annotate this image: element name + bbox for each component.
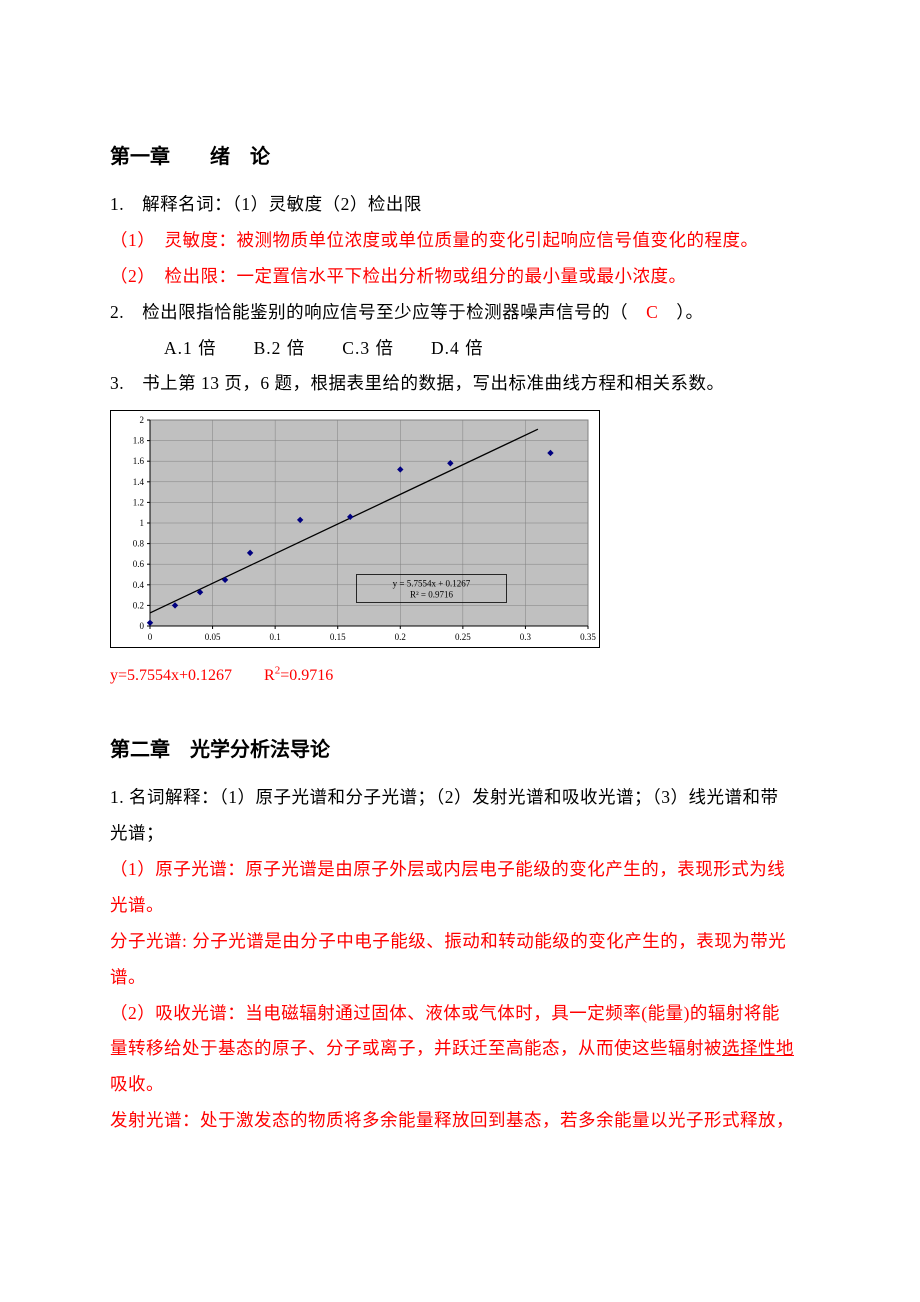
q3: 3. 书上第 13 页，6 题，根据表里给的数据，写出标准曲线方程和相关系数。 <box>110 366 810 402</box>
svg-text:0: 0 <box>148 632 153 642</box>
q2-post: ）。 <box>658 302 703 322</box>
ch2-a1-l3: 分子光谱: 分子光谱是由分子中电子能级、振动和转动能级的变化产生的，表现为带光 <box>110 924 810 960</box>
svg-text:0: 0 <box>140 621 145 631</box>
q2-pre: 2. 检出限指恰能鉴别的响应信号至少应等于检测器噪声信号的（ <box>110 302 646 322</box>
a1-2: （2） 检出限：一定置信水平下检出分析物或组分的最小量或最小浓度。 <box>110 259 810 295</box>
ch2-a3-l1: 发射光谱：处于激发态的物质将多余能量释放回到基态，若多余能量以光子形式释放， <box>110 1103 810 1139</box>
svg-text:1.8: 1.8 <box>133 436 145 446</box>
svg-text:1.4: 1.4 <box>133 477 145 487</box>
svg-text:1: 1 <box>140 518 145 528</box>
q2-answer: C <box>646 302 658 322</box>
svg-text:0.2: 0.2 <box>133 601 144 611</box>
svg-text:0.6: 0.6 <box>133 559 145 569</box>
q1: 1. 解释名词：（1）灵敏度（2）检出限 <box>110 187 810 223</box>
ch2-a1-l2: 光谱。 <box>110 888 810 924</box>
ch2-a1-l1: （1）原子光谱：原子光谱是由原子外层或内层电子能级的变化产生的，表现形式为线 <box>110 852 810 888</box>
ch2-a2-l2: 量转移给处于基态的原子、分子或离子，并跃迁至高能态，从而使这些辐射被选择性地 <box>110 1031 810 1067</box>
chapter1-title: 第一章 绪 论 <box>110 140 810 169</box>
svg-text:R² = 0.9716: R² = 0.9716 <box>410 590 454 600</box>
chart-svg: 0 0.2 0.4 0.6 0.8 1 1.2 1.4 1.6 1.8 2 0 0.05 0.1 0.15 0… <box>110 410 600 648</box>
a1-1: （1） 灵敏度：被测物质单位浓度或单位质量的变化引起响应信号值变化的程度。 <box>110 223 810 259</box>
ch2-a2-l2-pre: 量转移给处于基态的原子、分子或离子，并跃迁至高能态，从而使这些辐射被 <box>110 1038 722 1058</box>
ch2-a2-l2-ul: 选择性地 <box>722 1038 794 1058</box>
calibration-chart: 0 0.2 0.4 0.6 0.8 1 1.2 1.4 1.6 1.8 2 0 0.05 0.1 0.15 0… <box>110 410 810 653</box>
svg-text:0.15: 0.15 <box>330 632 346 642</box>
equation-result: y=5.7554x+0.1267 R2=0.9716 <box>110 661 810 685</box>
q2-options: A.1 倍 B.2 倍 C.3 倍 D.4 倍 <box>110 331 810 367</box>
svg-text:0.25: 0.25 <box>455 632 471 642</box>
svg-text:0.1: 0.1 <box>270 632 281 642</box>
eq-val: =0.9716 <box>280 667 333 684</box>
svg-text:1.2: 1.2 <box>133 498 144 508</box>
svg-text:0.2: 0.2 <box>395 632 406 642</box>
ch2-a2-l3: 吸收。 <box>110 1067 810 1103</box>
ch2-q1-l2: 光谱； <box>110 816 810 852</box>
ch2-q1-l1: 1. 名词解释：（1）原子光谱和分子光谱；（2）发射光谱和吸收光谱；（3）线光谱… <box>110 780 810 816</box>
eq-text: y=5.7554x+0.1267 R <box>110 667 275 684</box>
svg-text:1.6: 1.6 <box>133 456 145 466</box>
svg-text:0.05: 0.05 <box>205 632 221 642</box>
svg-text:2: 2 <box>140 415 145 425</box>
chapter2-title: 第二章 光学分析法导论 <box>110 733 810 762</box>
ch2-a1-l4: 谱。 <box>110 960 810 996</box>
svg-text:0.8: 0.8 <box>133 539 145 549</box>
ch2-a2-l1: （2）吸收光谱：当电磁辐射通过固体、液体或气体时，具一定频率(能量)的辐射将能 <box>110 996 810 1032</box>
svg-text:0.3: 0.3 <box>520 632 532 642</box>
svg-text:0.4: 0.4 <box>133 580 145 590</box>
q2: 2. 检出限指恰能鉴别的响应信号至少应等于检测器噪声信号的（ C ）。 <box>110 295 810 331</box>
svg-text:y = 5.7554x + 0.1267: y = 5.7554x + 0.1267 <box>393 579 471 589</box>
svg-text:0.35: 0.35 <box>580 632 596 642</box>
